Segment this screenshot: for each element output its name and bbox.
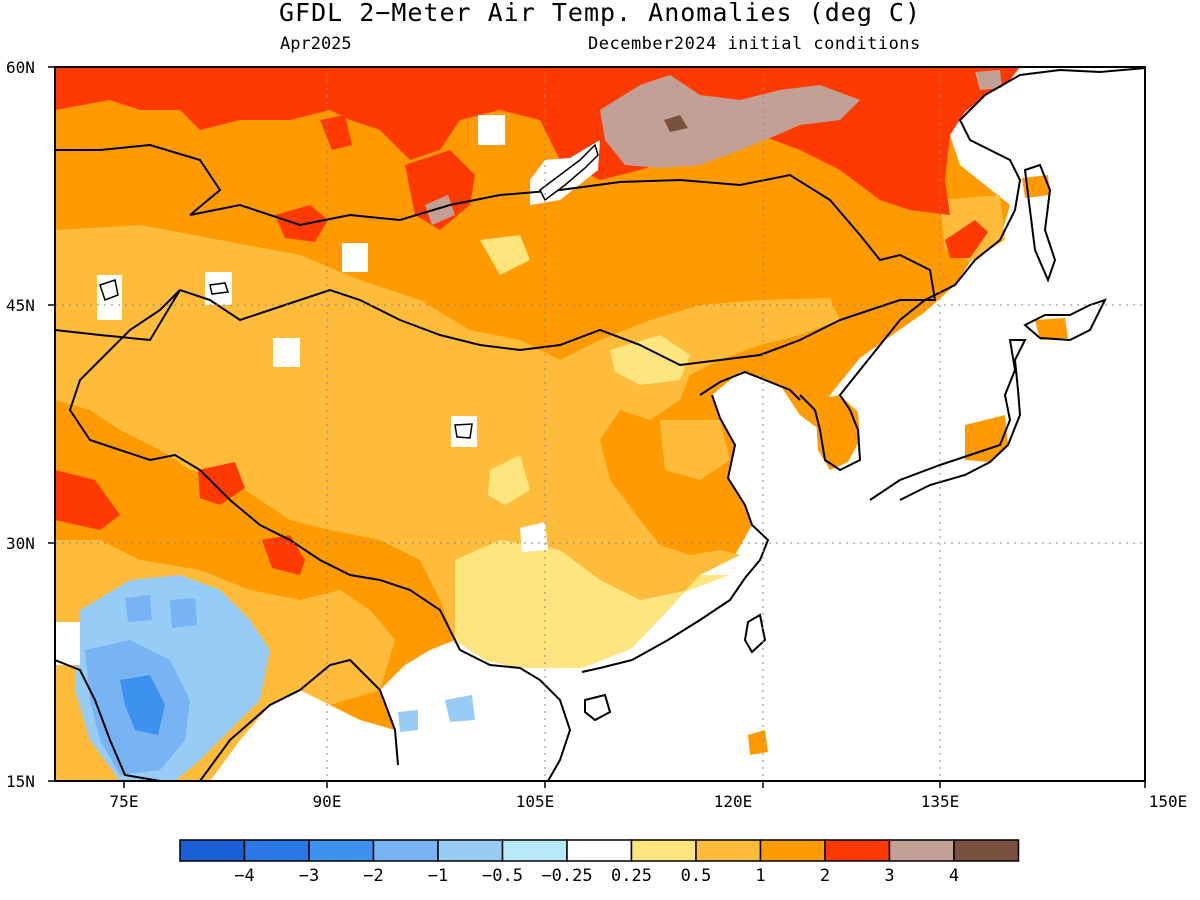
indochina-coast (459, 649, 572, 781)
anom-yellow-mongolia (480, 235, 530, 275)
colorbar-swatch (630, 839, 697, 862)
white-patch-8 (55, 622, 80, 665)
japan-hokkaido-line (1023, 298, 1107, 342)
lon-label-150e: 150E (1149, 792, 1188, 811)
sakhalin-anomaly (1022, 175, 1050, 198)
anom-tan-small-1 (425, 195, 455, 225)
central-asia-border (55, 143, 222, 216)
tick-marks (48, 66, 1146, 788)
india-coast-line (55, 659, 161, 781)
china-coast-line (581, 394, 770, 673)
bohai-coast-line (699, 370, 801, 401)
lat-label-30n: 30N (6, 534, 35, 553)
colorbar-swatch (953, 839, 1020, 862)
colorbar-swatch (888, 839, 955, 862)
anom-tan-small-2 (975, 70, 1002, 90)
lat-label-60n: 60N (6, 58, 35, 77)
baikal-lake (539, 143, 599, 202)
anom-red-manchuria (945, 220, 988, 258)
colorbar-tick-label: −4 (234, 866, 254, 886)
anom-light-3 (660, 420, 730, 480)
lakes (99, 143, 599, 439)
colorbar-tick-label: −2 (363, 866, 383, 886)
anom-red-central (320, 115, 352, 150)
colorbar-labels: −4 −3 −2 −1 −0.5 −0.25 0.25 0.5 1 2 3 4 (234, 866, 959, 886)
colorbar-tick-label: 3 (884, 866, 894, 886)
anom-light-1 (55, 225, 840, 668)
white-patch-6 (478, 115, 505, 145)
korea-anomaly (815, 395, 860, 470)
white-patch-5 (520, 522, 548, 552)
colorbar-tick-label: 0.5 (681, 866, 712, 886)
map-field (55, 67, 1145, 781)
anom-neg-small-1 (125, 595, 152, 622)
anom-neg-two (120, 675, 165, 735)
anom-red-altai (275, 205, 328, 242)
mongolia-border (179, 173, 937, 367)
initial-conditions: December2024 initial conditions (588, 34, 921, 54)
anom-yellow-tibet (488, 455, 530, 505)
anom-red-tibet-south (262, 535, 305, 575)
japan-anomaly-2 (1035, 318, 1068, 340)
anom-yellow-south-china (455, 540, 730, 668)
colorbar-tick-label: −1 (428, 866, 448, 886)
colorbar-tick-label: 0.25 (611, 866, 652, 886)
lat-label-15n: 15N (6, 772, 35, 791)
lon-label-120e: 120E (714, 792, 753, 811)
anom-neg-thailand (445, 695, 475, 722)
colorbar-swatch (179, 839, 246, 862)
white-patch-2 (273, 338, 300, 367)
sakhalin-line (1023, 163, 1057, 283)
anom-red-pakistan (55, 470, 120, 530)
qinghai-lake (454, 423, 473, 439)
colorbar-swatch (501, 839, 568, 862)
anom-neg-small-2 (170, 598, 197, 628)
colorbar-swatch (437, 839, 504, 862)
coastlines (55, 67, 1145, 781)
lon-label-105e: 105E (516, 792, 555, 811)
taiwan-anomaly (748, 730, 768, 755)
taiwan-line (743, 613, 767, 654)
japan-honshu-line (869, 339, 1027, 501)
colorbar-swatch (759, 839, 826, 862)
russia-coast-line (879, 67, 1145, 346)
colorbar (179, 839, 1020, 862)
lon-label-75e: 75E (110, 792, 139, 811)
lat-label-45n: 45N (6, 296, 35, 315)
anom-brown-core (664, 115, 688, 132)
colorbar-swatch (695, 839, 762, 862)
kazakh-border (55, 289, 181, 342)
colorbar-swatch (824, 839, 891, 862)
colorbar-tick-label: −0.5 (482, 866, 523, 886)
korea-coast-line (799, 344, 881, 472)
balkhash-lake (99, 279, 119, 301)
bay-bengal-coast (199, 658, 399, 781)
white-patch-4 (342, 243, 368, 272)
anom-neg-burma (398, 710, 418, 732)
colorbar-tick-label: 1 (755, 866, 765, 886)
lon-label-90e: 90E (313, 792, 342, 811)
lon-label-135e: 135E (921, 792, 960, 811)
anom-yellow-north-china (610, 335, 690, 385)
map-title: GFDL 2−Meter Air Temp. Anomalies (deg C) (278, 0, 922, 27)
japan-anomaly-1 (965, 415, 1008, 462)
colorbar-swatch (566, 839, 633, 862)
colorbar-tick-label: −0.25 (541, 866, 592, 886)
colorbar-tick-label: −3 (299, 866, 319, 886)
grid-lines (55, 67, 1145, 781)
forecast-month: Apr2025 (280, 34, 352, 54)
colorbar-swatch (308, 839, 375, 862)
anom-red-sayan (405, 150, 475, 230)
colorbar-swatch (372, 839, 439, 862)
colorbar-swatch (243, 839, 310, 862)
china-west-border (68, 289, 461, 651)
colorbar-tick-label: 4 (949, 866, 959, 886)
anom-red-tibet-west (198, 462, 245, 505)
map-frame (54, 66, 1146, 782)
anom-tan-siberia (600, 75, 860, 168)
issyk-kul-lake (209, 282, 230, 295)
hainan-line (584, 693, 612, 722)
colorbar-tick-label: 2 (820, 866, 830, 886)
